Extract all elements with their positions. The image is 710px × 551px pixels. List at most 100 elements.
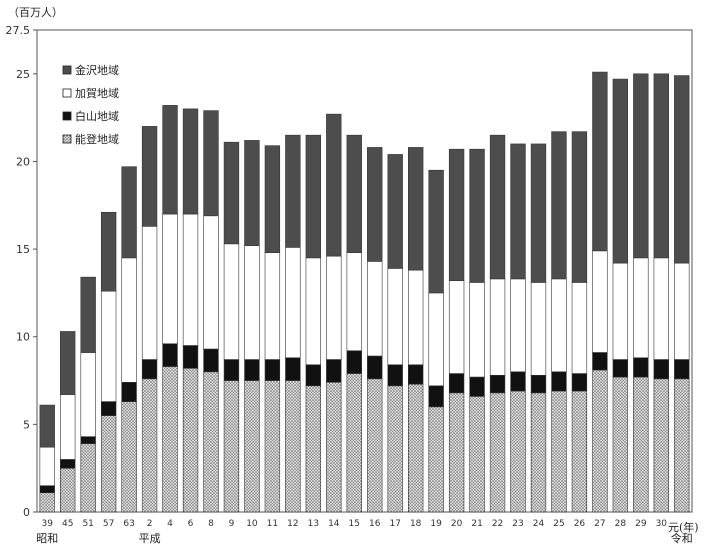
bar-segment-3-cat-6 (141, 226, 158, 360)
bar-segment-1-cat-13 (285, 380, 301, 513)
bar-segment-4-cat-31 (653, 73, 669, 259)
x-tick-label: 30 (656, 519, 668, 529)
bar-segment-1-cat-7 (162, 366, 178, 513)
bar-segment-4-cat-19 (408, 147, 424, 271)
bar-segment-2-cat-4 (100, 401, 117, 416)
bar-segment-3-cat-22 (469, 282, 485, 378)
bar-segment-2-cat-19 (408, 364, 424, 385)
bar-segment-4-cat-9 (203, 110, 219, 217)
legend-swatch (62, 134, 72, 144)
era-label: 平成 (139, 532, 161, 545)
plot-area (36, 29, 693, 513)
x-tick-label: 21 (471, 519, 482, 529)
legend-label: 金沢地域 (75, 63, 119, 77)
bar-segment-3-cat-14 (305, 257, 321, 366)
bar-segment-1-cat-4 (100, 415, 117, 513)
bar-segment-3-cat-23 (489, 278, 506, 376)
bar-segment-2-cat-25 (530, 374, 547, 394)
bar-segment-2-cat-12 (264, 359, 281, 381)
bar-segment-3-cat-30 (633, 257, 649, 359)
bar-segment-1-cat-22 (469, 396, 485, 513)
x-tick-label: 20 (451, 519, 463, 529)
bar-segment-1-cat-12 (264, 380, 281, 513)
bar-segment-3-cat-26 (551, 278, 567, 373)
bar-segment-1-cat-31 (653, 378, 669, 513)
bar-segment-2-cat-24 (510, 371, 526, 392)
x-tick-label: 23 (512, 519, 523, 529)
bar-segment-3-cat-21 (448, 280, 465, 374)
y-unit-label: （百万人） (8, 6, 63, 19)
bar-segment-1-cat-18 (387, 385, 403, 513)
bar-segment-1-cat-15 (326, 381, 342, 513)
bar-segment-2-cat-32 (674, 359, 690, 380)
era-label: 昭和 (36, 532, 58, 545)
bar-segment-4-cat-12 (264, 145, 281, 253)
bar-segment-4-cat-23 (489, 134, 506, 280)
legend-swatch (62, 65, 72, 75)
bar-segment-2-cat-29 (612, 359, 629, 378)
bar-segment-4-cat-8 (182, 108, 199, 215)
bar-segment-4-cat-13 (285, 134, 301, 248)
x-axis: 39 45 51 57 63 2 4 6 8 9 10 11 12 13 14 15 16 17 18 19 20 21 2… (36, 519, 693, 545)
bar-segment-4-cat-2 (60, 331, 76, 395)
x-tick-label: 45 (62, 519, 73, 529)
legend-label: 白山地域 (75, 109, 119, 123)
bar-segment-1-cat-10 (223, 380, 240, 513)
bar-segment-3-cat-5 (121, 257, 137, 383)
bar-segment-2-cat-9 (203, 348, 219, 373)
plot-frame (36, 29, 693, 513)
bar-segment-4-cat-26 (551, 131, 567, 280)
bar-segment-1-cat-14 (305, 385, 321, 513)
bar-segment-1-cat-30 (633, 376, 649, 513)
bar-segment-4-cat-32 (674, 75, 690, 264)
bar-segment-1-cat-9 (203, 371, 219, 513)
x-tick-label: 9 (229, 519, 235, 529)
legend-label: 加賀地域 (75, 87, 119, 100)
bar-segment-3-cat-20 (428, 292, 444, 387)
bar-segment-3-cat-9 (203, 215, 219, 350)
x-tick-label: 24 (533, 519, 545, 529)
bar-segment-2-cat-16 (346, 350, 362, 374)
bar-segment-3-cat-31 (653, 257, 669, 360)
x-tick-label: 17 (389, 519, 400, 529)
bar-segment-1-cat-8 (182, 367, 199, 513)
bar-segment-2-cat-10 (223, 359, 240, 381)
y-tick-label: 27.5 (6, 24, 31, 37)
x-tick-label: 25 (553, 519, 564, 529)
bar-segment-2-cat-31 (653, 359, 669, 380)
x-tick-label: 13 (308, 519, 319, 529)
bar-segment-1-cat-28 (592, 369, 608, 513)
bar-segment-2-cat-13 (285, 357, 301, 381)
bar-segment-3-cat-18 (387, 268, 403, 366)
x-tick-label: 10 (246, 519, 258, 529)
x-unit-label: 元(年) (668, 520, 699, 534)
bar-segment-3-cat-8 (182, 213, 199, 346)
bar-segment-3-cat-1 (39, 446, 55, 487)
bar-segment-2-cat-26 (551, 371, 567, 392)
bar-segment-1-cat-27 (571, 390, 588, 513)
bar-segment-4-cat-7 (162, 105, 178, 215)
bar-segment-1-cat-23 (489, 392, 506, 513)
bar-segment-4-cat-27 (571, 131, 588, 283)
bar-segment-1-cat-1 (39, 492, 55, 513)
x-tick-label: 2 (147, 519, 153, 529)
bar-segment-2-cat-27 (571, 373, 588, 392)
bar-segment-2-cat-8 (182, 345, 199, 369)
bar-segment-2-cat-21 (448, 373, 465, 394)
y-tick-label: 0 (23, 506, 30, 519)
bar-segment-2-cat-3 (80, 436, 96, 444)
x-tick-label: 57 (103, 519, 114, 529)
bar-segment-4-cat-11 (244, 140, 260, 246)
bar-segment-3-cat-7 (162, 213, 178, 345)
bar-segment-1-cat-6 (141, 378, 158, 513)
bar-segment-3-cat-28 (592, 250, 608, 353)
bar-segment-1-cat-25 (530, 392, 547, 513)
x-tick-label: 39 (42, 519, 54, 529)
bar-segment-4-cat-3 (80, 276, 96, 353)
bar-segment-2-cat-11 (244, 359, 260, 381)
bar-segment-3-cat-15 (326, 255, 342, 360)
bar-segment-1-cat-16 (346, 373, 362, 513)
bar-segment-3-cat-25 (530, 282, 547, 376)
x-tick-label: 15 (349, 519, 360, 529)
bar-segment-1-cat-24 (510, 390, 526, 513)
